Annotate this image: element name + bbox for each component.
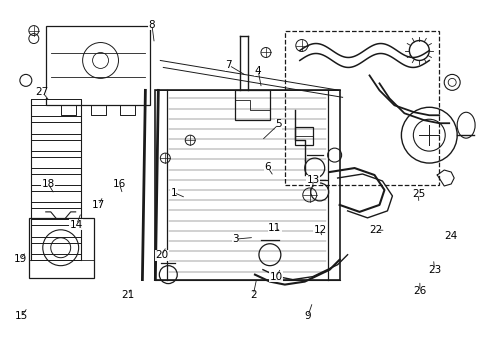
Text: 22: 22	[368, 225, 382, 235]
Bar	[294, 127, 312, 145]
Text: 4: 4	[254, 66, 261, 76]
Bar	[155, 90, 339, 280]
Text: 11: 11	[267, 224, 281, 233]
Text: 1: 1	[170, 188, 177, 198]
Text: 27: 27	[36, 87, 49, 97]
Text: 23: 23	[427, 265, 440, 275]
Text: 9: 9	[304, 311, 310, 321]
Text: 18: 18	[41, 179, 55, 189]
Text: 17: 17	[92, 200, 105, 210]
Text: 21: 21	[121, 290, 134, 300]
Bar	[46, 26, 150, 105]
Text: 14: 14	[70, 220, 83, 230]
Bar	[29, 218, 93, 278]
Bar	[235, 90, 269, 120]
Text: 12: 12	[313, 225, 326, 235]
Text: 8: 8	[148, 20, 155, 30]
Text: 5: 5	[275, 120, 282, 129]
Text: 25: 25	[411, 189, 424, 199]
Text: 16: 16	[112, 179, 126, 189]
Text: 15: 15	[15, 311, 28, 321]
Text: 24: 24	[443, 231, 456, 240]
Bar	[285, 31, 438, 185]
Text: 10: 10	[269, 272, 282, 282]
Text: 2: 2	[249, 290, 256, 300]
Text: 7: 7	[225, 60, 232, 70]
Text: 13: 13	[306, 175, 319, 185]
Text: 3: 3	[231, 234, 238, 244]
Text: 19: 19	[14, 254, 27, 264]
Text: 6: 6	[264, 162, 271, 172]
Text: 26: 26	[412, 286, 426, 296]
Text: 20: 20	[155, 250, 168, 260]
